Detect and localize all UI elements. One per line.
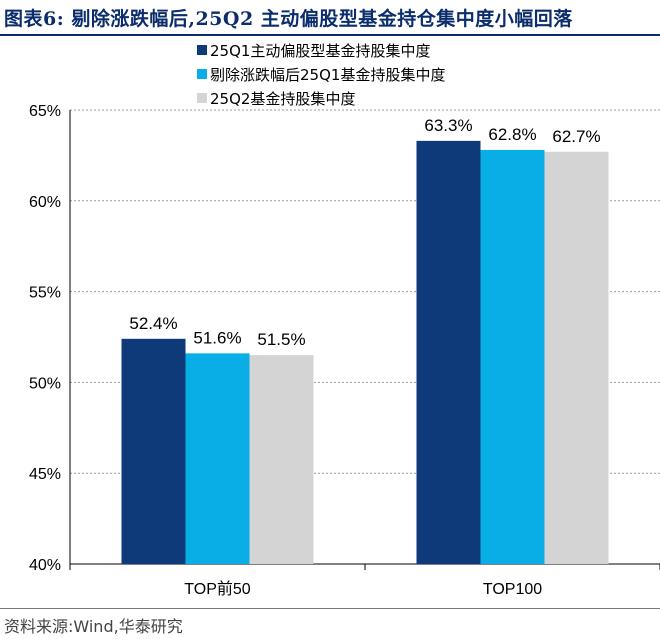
bar: [249, 355, 314, 564]
data-label: 62.7%: [552, 127, 600, 146]
y-tick-label: 55%: [29, 285, 61, 302]
source-note: 资料来源:Wind,华泰研究: [4, 617, 183, 636]
bar: [544, 151, 609, 564]
legend-label: 25Q1主动偏股型基金持股集中度: [210, 42, 430, 60]
legend-swatch: [197, 69, 207, 79]
data-label: 52.4%: [129, 314, 177, 333]
data-label: 63.3%: [424, 116, 472, 135]
y-tick-label: 65%: [29, 103, 61, 120]
y-tick-label: 50%: [29, 375, 61, 392]
legend-label: 25Q2基金持股集中度: [210, 90, 355, 108]
x-category-label: TOP100: [483, 581, 542, 598]
data-label: 51.5%: [257, 330, 305, 349]
y-tick-label: 45%: [29, 466, 61, 483]
bar: [416, 140, 481, 564]
bar: [185, 353, 250, 564]
data-label: 51.6%: [193, 328, 241, 347]
data-label: 62.8%: [488, 125, 536, 144]
source-divider: [0, 608, 660, 609]
x-category-label: TOP前50: [184, 580, 251, 598]
title-divider: [0, 34, 660, 36]
y-tick-label: 60%: [29, 194, 61, 211]
bar: [121, 338, 186, 564]
legend-swatch: [197, 45, 207, 55]
legend-swatch: [197, 93, 207, 103]
y-tick-label: 40%: [29, 557, 61, 574]
bar: [480, 149, 545, 564]
chart-title: 图表6: 剔除涨跌幅后,25Q2 主动偏股型基金持仓集中度小幅回落: [4, 8, 573, 30]
legend-label: 剔除涨跌幅后25Q1基金持股集中度: [210, 66, 445, 84]
